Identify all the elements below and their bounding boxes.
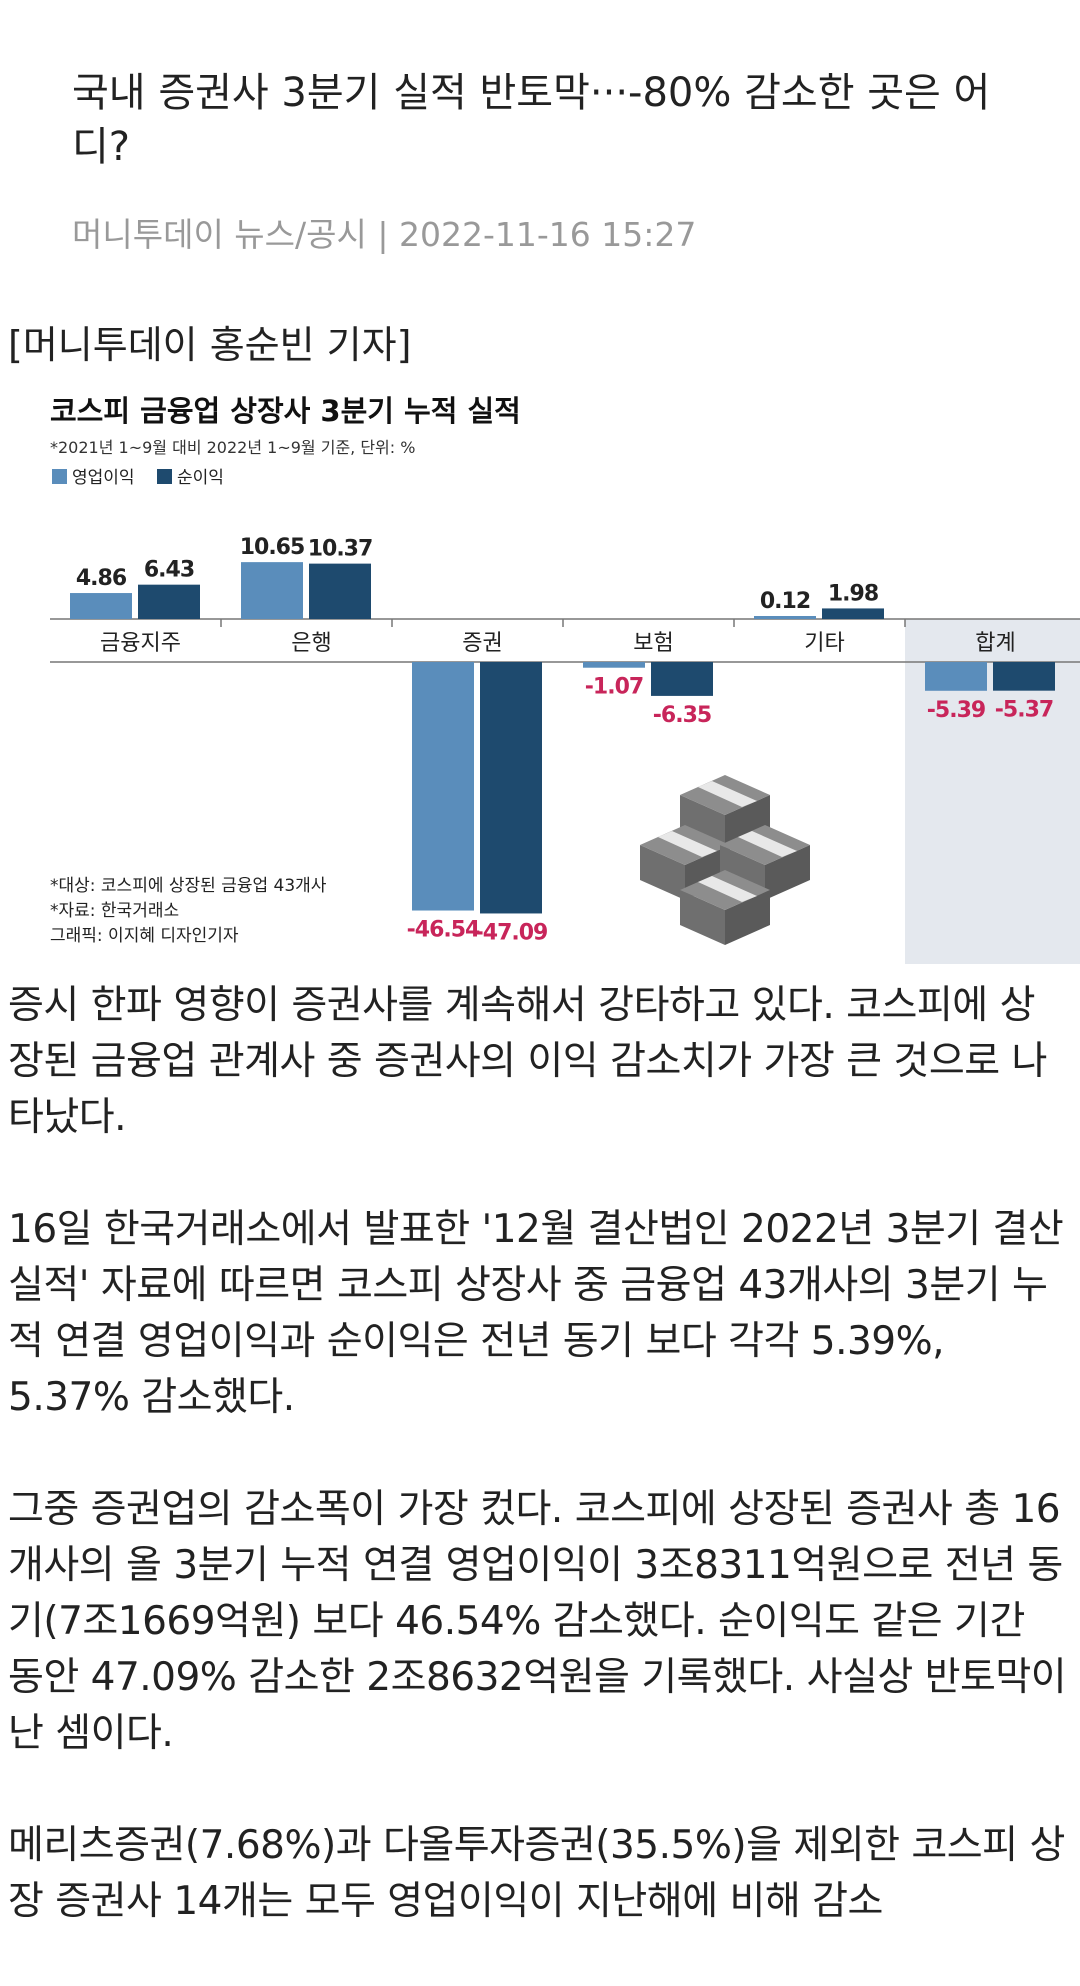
- bar: [241, 562, 303, 619]
- article-datetime: 2022-11-16 15:27: [398, 215, 697, 254]
- bar-value-label: 4.86: [76, 566, 127, 591]
- bar-value-label: -47.09: [475, 920, 548, 945]
- bar: [412, 662, 474, 911]
- category-label: 합계: [975, 631, 1015, 656]
- article-title: 국내 증권사 3분기 실적 반토막···-80% 감소한 곳은 어디?: [72, 70, 991, 170]
- legend-swatch: [52, 469, 67, 484]
- bar-value-label: -5.39: [927, 698, 985, 723]
- bar-value-label: -1.07: [585, 675, 643, 700]
- chart-note: 그래픽: 이지혜 디자인기자: [50, 926, 239, 946]
- money-brick-side: [680, 795, 725, 850]
- bar-value-label: -46.54: [407, 918, 480, 943]
- bar-value-label: 6.43: [144, 558, 194, 583]
- category-label: 금융지주: [100, 631, 181, 656]
- money-band: [698, 876, 757, 902]
- article-paragraph: 증시 한파 영향이 증권사를 계속해서 강타하고 있다. 코스피에 상장된 금융…: [8, 983, 1047, 1140]
- bar: [822, 608, 884, 619]
- bar-value-label: 10.65: [240, 535, 305, 560]
- earnings-chart-svg: 코스피 금융업 상장사 3분기 누적 실적 *2021년 1~9월 대비 2022…: [50, 394, 1080, 964]
- article-meta: 머니투데이 뉴스/공시 | 2022-11-16 15:27: [72, 208, 1012, 256]
- earnings-chart: 코스피 금융업 상장사 3분기 누적 실적 *2021년 1~9월 대비 2022…: [0, 385, 1080, 965]
- bar-value-label: 0.12: [760, 589, 810, 614]
- money-band: [658, 831, 717, 857]
- money-brick-side: [640, 845, 685, 900]
- category-label: 보험: [633, 631, 673, 656]
- bar-value-label: 1.98: [828, 581, 878, 606]
- bar-value-label: 10.37: [308, 537, 373, 562]
- chart-title: 코스피 금융업 상장사 3분기 누적 실적: [50, 394, 521, 428]
- bar: [138, 584, 200, 619]
- category-label: 은행: [291, 631, 331, 656]
- article-source[interactable]: 머니투데이 뉴스/공시: [72, 215, 367, 254]
- category-label: 기타: [804, 631, 844, 656]
- bar-value-label: -6.35: [653, 703, 711, 728]
- category-label: 증권: [462, 631, 502, 656]
- article-body: 증시 한파 영향이 증권사를 계속해서 강타하고 있다. 코스피에 상장된 금융…: [8, 978, 1068, 1986]
- money-stack-icon: [640, 775, 810, 945]
- article-paragraph: 그중 증권업의 감소폭이 가장 컸다. 코스피에 상장된 증권사 총 16개사의…: [8, 1487, 1067, 1756]
- legend-swatch: [157, 469, 172, 484]
- bar: [754, 616, 816, 619]
- chart-note: *자료: 한국거래소: [50, 901, 179, 921]
- article-header: 국내 증권사 3분기 실적 반토막···-80% 감소한 곳은 어디? 머니투데…: [72, 66, 1012, 256]
- legend-label: 순이익: [177, 468, 224, 488]
- money-brick-side: [725, 795, 770, 850]
- article-byline: [머니투데이 홍순빈 기자]: [8, 323, 412, 367]
- bar: [309, 563, 371, 619]
- chart-subtitle: *2021년 1~9월 대비 2022년 1~9월 기준, 단위: %: [50, 438, 415, 457]
- chart-note: *대상: 코스피에 상장된 금융업 43개사: [50, 876, 327, 896]
- money-brick-side: [765, 845, 810, 900]
- money-brick-side: [725, 890, 770, 945]
- bar-value-label: -5.37: [995, 698, 1053, 723]
- bar: [583, 662, 645, 668]
- legend-label: 영업이익: [72, 468, 135, 488]
- bar: [925, 662, 987, 691]
- money-brick-side: [680, 890, 725, 945]
- money-band: [738, 831, 797, 857]
- article-paragraph: 메리츠증권(7.68%)과 다올투자증권(35.5%)을 제외한 코스피 상장 …: [8, 1823, 1065, 1924]
- article-paragraph: 16일 한국거래소에서 발표한 '12월 결산법인 2022년 3분기 결산실적…: [8, 1207, 1064, 1420]
- bar: [70, 593, 132, 619]
- money-band: [698, 781, 757, 807]
- bar: [651, 662, 713, 696]
- bar: [480, 662, 542, 914]
- bar: [993, 662, 1055, 691]
- meta-separator: |: [377, 215, 389, 254]
